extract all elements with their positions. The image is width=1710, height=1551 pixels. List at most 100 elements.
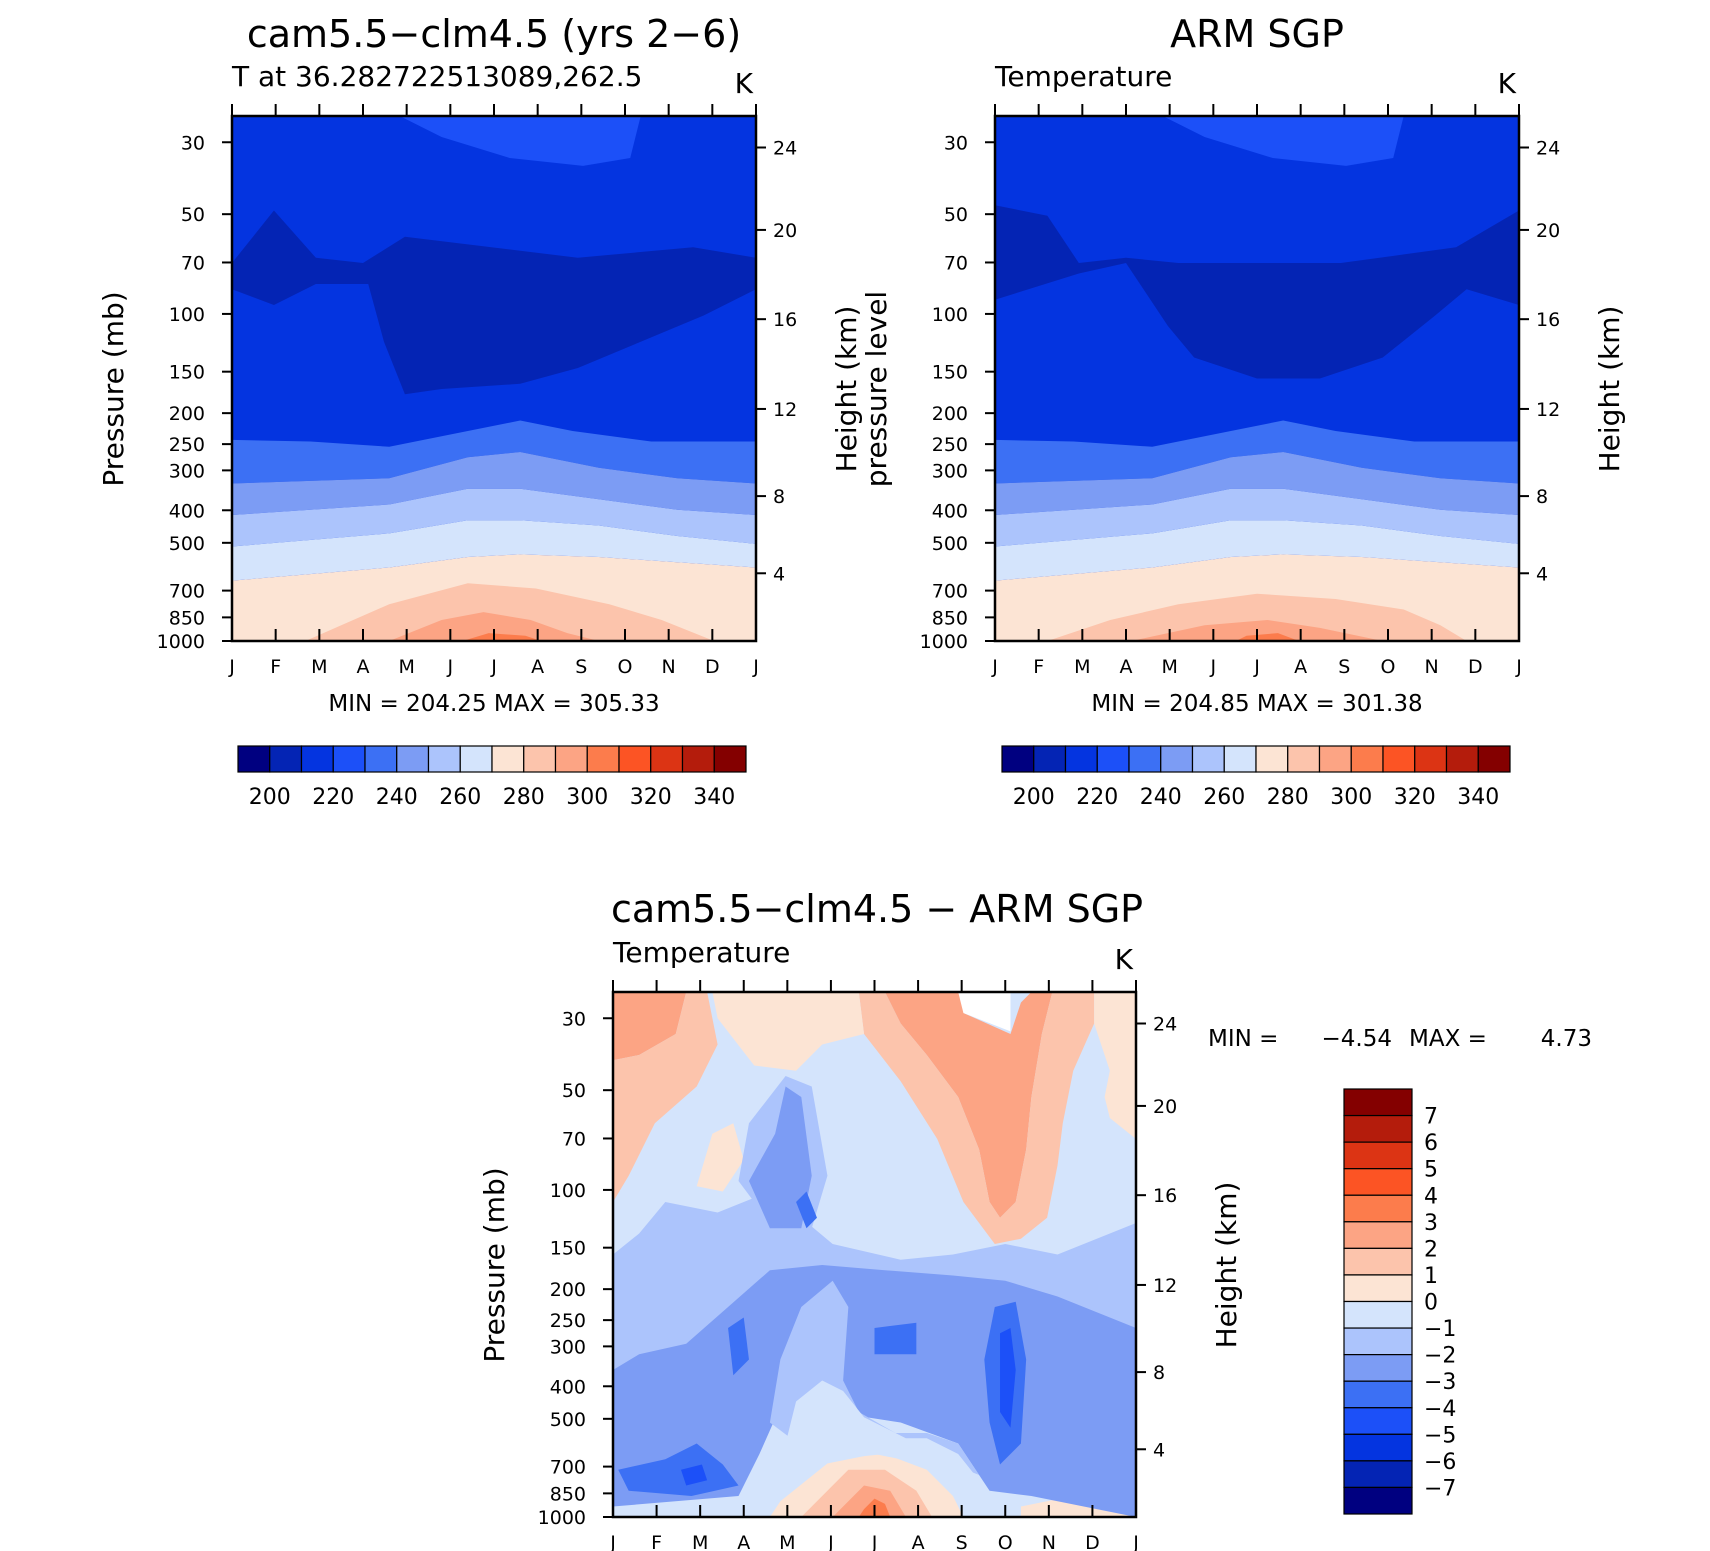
- x-tick-label: J: [609, 1532, 616, 1551]
- contour-band: [785, 1380, 980, 1491]
- y-tick-label: 500: [169, 533, 205, 555]
- x-tick-label: A: [912, 1532, 925, 1551]
- y-tick-label: 150: [932, 362, 968, 384]
- colorbar-label: 220: [1076, 785, 1118, 810]
- y-tick-label: 200: [550, 1279, 586, 1301]
- y2-tick-label: 16: [773, 309, 797, 331]
- x-tick-label: A: [531, 656, 544, 678]
- y2-axis-title: Height (km): [1210, 1182, 1243, 1349]
- colorbar-swatch: [269, 745, 303, 773]
- colorbar-swatch: [1160, 745, 1194, 773]
- colorbar-label: −2: [1424, 1344, 1456, 1369]
- x-tick-label: D: [1085, 1532, 1100, 1551]
- min-max-stats: MIN = 204.85 MAX = 301.38: [1091, 691, 1422, 717]
- colorbar-swatch: [1223, 745, 1257, 773]
- colorbar-label: 200: [1013, 785, 1055, 810]
- x-tick-label: F: [1033, 656, 1044, 678]
- colorbar-label: 260: [439, 785, 481, 810]
- x-tick-label: D: [705, 656, 720, 678]
- x-tick-label: J: [752, 656, 759, 678]
- colorbar-label: 3: [1424, 1211, 1438, 1236]
- colorbar-swatch: [1096, 745, 1130, 773]
- contour-band: [389, 612, 599, 641]
- colorbar-swatch: [650, 745, 684, 773]
- y-tick-label: 50: [562, 1080, 586, 1102]
- x-tick-label: F: [270, 656, 281, 678]
- colorbar-label: 5: [1424, 1158, 1438, 1183]
- colorbar-swatch: [427, 745, 461, 773]
- colorbar-label: 340: [693, 785, 735, 810]
- colorbar-label: −1: [1424, 1317, 1456, 1342]
- y-tick-label: 400: [169, 500, 205, 522]
- colorbar-swatch: [1343, 1486, 1413, 1515]
- y-tick-label: 30: [944, 132, 968, 154]
- colorbar-swatch: [1064, 745, 1098, 773]
- colorbar-swatch: [618, 745, 652, 773]
- y-tick-label: 100: [932, 304, 968, 326]
- min-max-stats: MIN = 204.25 MAX = 305.33: [328, 691, 659, 717]
- y-tick-label: 400: [932, 500, 968, 522]
- colorbar-label: 320: [1394, 785, 1436, 810]
- x-tick-label: J: [1210, 656, 1217, 678]
- y-tick-label: 30: [562, 1008, 586, 1030]
- units-label: K: [1498, 67, 1517, 100]
- colorbar-swatch: [1477, 745, 1511, 773]
- colorbar-label: 7: [1424, 1105, 1438, 1130]
- x-tick-label: J: [991, 656, 998, 678]
- x-tick-label: A: [737, 1532, 750, 1551]
- x-tick-label: J: [228, 656, 235, 678]
- chart-title: cam5.5−clm4.5 − ARM SGP: [611, 887, 1143, 931]
- contour-band: [884, 992, 1053, 1218]
- y2-tick-label: 4: [1153, 1439, 1165, 1461]
- x-tick-label: N: [662, 656, 676, 678]
- contour-band: [1162, 116, 1404, 166]
- y-tick-label: 30: [181, 132, 205, 154]
- x-tick-label: N: [1425, 656, 1439, 678]
- colorbar-label: 300: [566, 785, 608, 810]
- x-tick-label: J: [1253, 656, 1260, 678]
- y-tick-label: 70: [181, 252, 205, 274]
- x-tick-label: J: [871, 1532, 878, 1551]
- colorbar-swatch: [396, 745, 430, 773]
- x-tick-label: S: [1338, 656, 1350, 678]
- x-tick-label: N: [1042, 1532, 1056, 1551]
- y-axis-title: Pressure (mb): [478, 1167, 511, 1362]
- colorbar-swatch: [300, 745, 334, 773]
- colorbar-swatch: [1343, 1221, 1413, 1249]
- colorbar-swatch: [1318, 745, 1352, 773]
- colorbar-label: −3: [1424, 1370, 1456, 1395]
- y-tick-label: 400: [550, 1376, 586, 1398]
- x-tick-label: O: [618, 656, 633, 678]
- units-label: K: [1115, 943, 1134, 976]
- colorbar-label: 200: [249, 785, 291, 810]
- y-tick-label: 300: [932, 460, 968, 482]
- colorbar-swatch: [713, 745, 747, 773]
- y-tick-label: 150: [169, 362, 205, 384]
- contour-band: [995, 452, 1519, 515]
- colorbar-swatch: [1343, 1141, 1413, 1170]
- y-tick-label: 250: [932, 434, 968, 456]
- y2-tick-label: 12: [1153, 1275, 1177, 1297]
- colorbar-swatch: [681, 745, 715, 773]
- contour-band: [1000, 1328, 1016, 1428]
- y2-tick-label: 16: [1536, 309, 1560, 331]
- y-tick-label: 850: [550, 1483, 586, 1505]
- x-tick-label: M: [311, 656, 327, 678]
- y2-axis-title: Height (km): [830, 306, 863, 473]
- contour-band: [613, 992, 687, 1061]
- contour-band: [232, 488, 756, 547]
- colorbar-swatch: [237, 745, 271, 773]
- contour-band: [1094, 992, 1136, 1139]
- colorbar-label: 6: [1424, 1131, 1438, 1156]
- y-tick-label: 250: [550, 1310, 586, 1332]
- y-tick-label: 70: [562, 1128, 586, 1150]
- x-tick-label: O: [998, 1532, 1013, 1551]
- colorbar-swatch: [332, 745, 366, 773]
- contour-band: [232, 210, 756, 395]
- contour-band: [1236, 633, 1299, 641]
- colorbar-swatch: [1343, 1407, 1413, 1435]
- colorbar-swatch: [491, 745, 525, 773]
- colorbar-swatch: [1382, 745, 1416, 773]
- colorbar-swatch: [1128, 745, 1162, 773]
